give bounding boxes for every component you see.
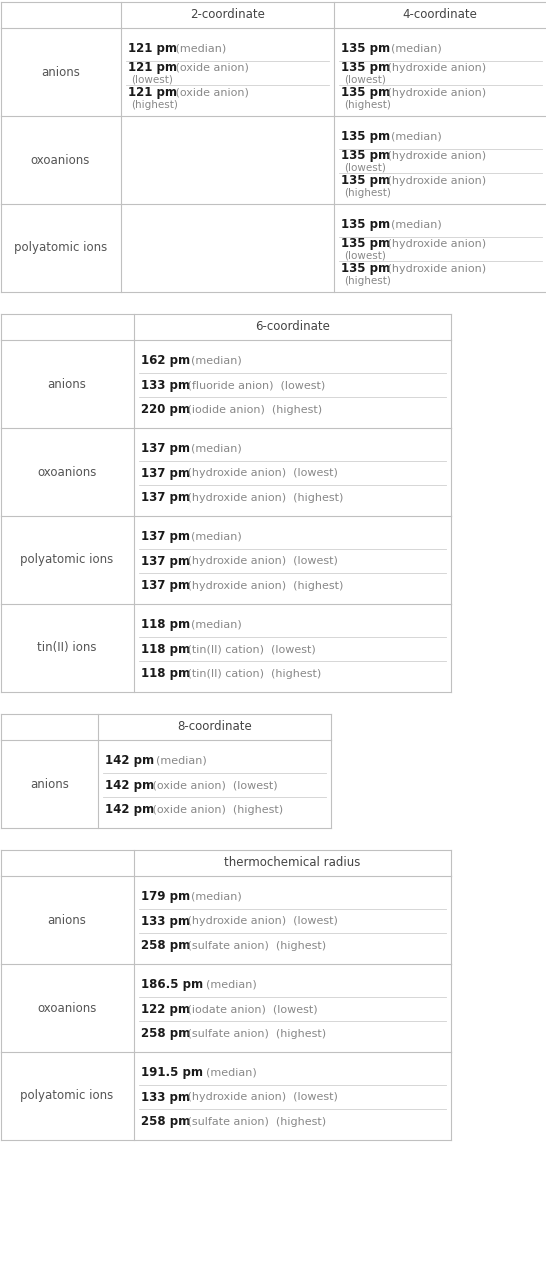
Text: 142 pm: 142 pm (105, 779, 154, 791)
Text: (oxide anion): (oxide anion) (171, 87, 248, 97)
Text: polyatomic ions: polyatomic ions (14, 241, 107, 254)
Text: 4-coordinate: 4-coordinate (402, 9, 477, 21)
Text: (lowest): (lowest) (345, 163, 387, 173)
Text: (iodide anion)  (highest): (iodide anion) (highest) (185, 404, 323, 415)
Text: (tin(II) cation)  (highest): (tin(II) cation) (highest) (185, 669, 322, 679)
Text: (hydroxide anion): (hydroxide anion) (384, 239, 486, 249)
Text: (sulfate anion)  (highest): (sulfate anion) (highest) (185, 1029, 327, 1039)
Text: (hydroxide anion)  (lowest): (hydroxide anion) (lowest) (185, 468, 339, 478)
Text: (lowest): (lowest) (345, 75, 387, 85)
Text: anions: anions (48, 914, 86, 927)
Text: 137 pm: 137 pm (140, 442, 189, 455)
Text: (lowest): (lowest) (345, 252, 387, 260)
Text: (median): (median) (199, 980, 257, 990)
Text: (hydroxide anion)  (highest): (hydroxide anion) (highest) (185, 493, 344, 503)
Text: polyatomic ions: polyatomic ions (20, 554, 114, 566)
Text: 137 pm: 137 pm (140, 466, 189, 479)
Text: 118 pm: 118 pm (140, 667, 189, 680)
Text: 135 pm: 135 pm (341, 86, 390, 99)
Text: 137 pm: 137 pm (140, 492, 189, 504)
Text: (median): (median) (199, 1067, 257, 1077)
Text: 258 pm: 258 pm (140, 1115, 190, 1129)
Text: 2-coordinate: 2-coordinate (189, 9, 264, 21)
Text: 121 pm: 121 pm (128, 42, 176, 54)
Text: (hydroxide anion)  (highest): (hydroxide anion) (highest) (185, 580, 344, 590)
Text: (iodate anion)  (lowest): (iodate anion) (lowest) (185, 1004, 318, 1014)
Text: 121 pm: 121 pm (128, 86, 176, 99)
Text: 137 pm: 137 pm (140, 579, 189, 592)
Text: 191.5 pm: 191.5 pm (140, 1066, 203, 1079)
Text: oxoanions: oxoanions (37, 1001, 97, 1015)
Text: (hydroxide anion)  (lowest): (hydroxide anion) (lowest) (185, 556, 339, 566)
Text: tin(II) ions: tin(II) ions (37, 642, 97, 655)
Text: 179 pm: 179 pm (140, 890, 189, 902)
Text: (hydroxide anion): (hydroxide anion) (384, 63, 486, 73)
Text: polyatomic ions: polyatomic ions (20, 1090, 114, 1102)
Text: oxoanions: oxoanions (37, 465, 97, 479)
Text: (hydroxide anion): (hydroxide anion) (384, 87, 486, 97)
Text: oxoanions: oxoanions (31, 153, 90, 167)
Text: (oxide anion): (oxide anion) (171, 63, 248, 73)
Text: 121 pm: 121 pm (128, 62, 176, 75)
Text: (median): (median) (384, 43, 442, 53)
Text: (sulfate anion)  (highest): (sulfate anion) (highest) (185, 940, 327, 951)
Text: (median): (median) (185, 444, 242, 454)
Text: (median): (median) (185, 531, 242, 541)
Text: (highest): (highest) (345, 276, 391, 286)
Text: (tin(II) cation)  (lowest): (tin(II) cation) (lowest) (185, 643, 316, 653)
Text: (highest): (highest) (345, 187, 391, 197)
Text: 135 pm: 135 pm (341, 238, 390, 250)
Text: 133 pm: 133 pm (140, 914, 189, 928)
Text: (lowest): (lowest) (132, 75, 174, 85)
Text: 135 pm: 135 pm (341, 42, 390, 54)
Text: 137 pm: 137 pm (140, 530, 189, 542)
Text: 6-coordinate: 6-coordinate (255, 321, 330, 334)
Text: (highest): (highest) (132, 100, 179, 110)
Text: 135 pm: 135 pm (341, 174, 390, 187)
Text: 118 pm: 118 pm (140, 642, 189, 656)
Text: 258 pm: 258 pm (140, 939, 190, 952)
Text: anions: anions (41, 66, 80, 78)
Text: (hydroxide anion): (hydroxide anion) (384, 176, 486, 186)
Text: (oxide anion)  (highest): (oxide anion) (highest) (149, 805, 283, 815)
Text: 258 pm: 258 pm (140, 1028, 190, 1040)
Text: (hydroxide anion)  (lowest): (hydroxide anion) (lowest) (185, 916, 339, 927)
Text: 162 pm: 162 pm (140, 354, 189, 367)
Text: (median): (median) (185, 619, 242, 629)
Text: 137 pm: 137 pm (140, 555, 189, 568)
Text: (highest): (highest) (345, 100, 391, 110)
Text: (sulfate anion)  (highest): (sulfate anion) (highest) (185, 1116, 327, 1126)
Text: 8-coordinate: 8-coordinate (177, 720, 252, 733)
Text: (median): (median) (171, 43, 226, 53)
Text: (oxide anion)  (lowest): (oxide anion) (lowest) (149, 780, 277, 790)
Text: 133 pm: 133 pm (140, 1091, 189, 1103)
Text: 142 pm: 142 pm (105, 753, 154, 767)
Text: (hydroxide anion)  (lowest): (hydroxide anion) (lowest) (185, 1092, 339, 1102)
Text: anions: anions (48, 378, 86, 391)
Text: 135 pm: 135 pm (341, 262, 390, 276)
Text: (hydroxide anion): (hydroxide anion) (384, 264, 486, 274)
Text: (median): (median) (384, 131, 442, 142)
Text: 133 pm: 133 pm (140, 378, 189, 392)
Text: 135 pm: 135 pm (341, 217, 390, 231)
Text: (median): (median) (149, 756, 206, 765)
Text: (median): (median) (384, 220, 442, 229)
Text: 186.5 pm: 186.5 pm (140, 978, 203, 991)
Text: 135 pm: 135 pm (341, 130, 390, 143)
Text: 220 pm: 220 pm (140, 403, 189, 416)
Text: anions: anions (30, 777, 69, 790)
Text: (median): (median) (185, 891, 242, 901)
Text: 135 pm: 135 pm (341, 62, 390, 75)
Text: (hydroxide anion): (hydroxide anion) (384, 150, 486, 161)
Text: (fluoride anion)  (lowest): (fluoride anion) (lowest) (185, 380, 326, 391)
Text: 135 pm: 135 pm (341, 149, 390, 163)
Text: 122 pm: 122 pm (140, 1002, 189, 1015)
Text: (median): (median) (185, 355, 242, 365)
Text: 118 pm: 118 pm (140, 618, 189, 631)
Text: thermochemical radius: thermochemical radius (224, 857, 361, 870)
Text: 142 pm: 142 pm (105, 803, 154, 817)
